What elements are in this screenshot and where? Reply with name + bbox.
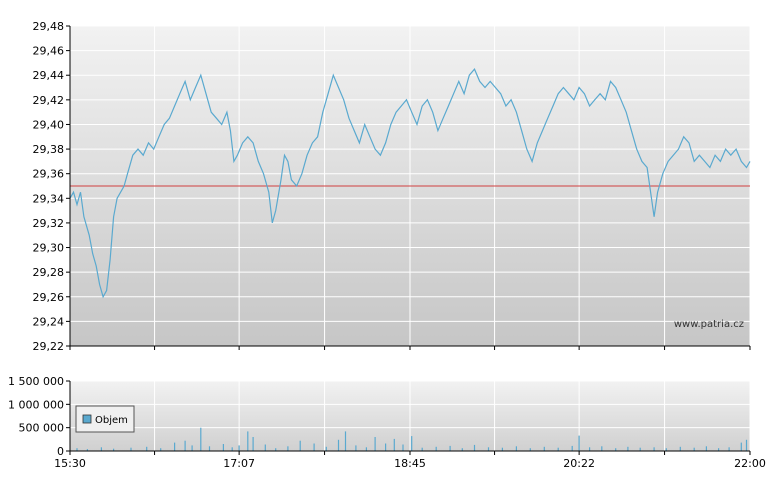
- volume-bar: [238, 445, 240, 451]
- volume-bar: [313, 443, 315, 451]
- volume-bar: [665, 448, 667, 451]
- volume-bar: [374, 437, 376, 451]
- volume-bar: [264, 444, 266, 451]
- volume-bar: [578, 435, 580, 451]
- price-y-tick-label: 29,44: [33, 69, 65, 82]
- volume-bar: [449, 445, 451, 451]
- price-y-tick-label: 29,46: [33, 45, 65, 58]
- volume-bar: [693, 447, 695, 451]
- volume-bar: [160, 448, 162, 451]
- volume-y-tick-label: 500 000: [19, 422, 65, 435]
- volume-bar: [705, 446, 707, 451]
- volume-bar: [393, 438, 395, 451]
- volume-y-tick-label: 1 000 000: [8, 398, 64, 411]
- price-y-tick-label: 29,38: [33, 143, 65, 156]
- price-series-line: [69, 67, 751, 299]
- volume-panel: 1 500 000 1 000 000 500 000 0 15:30 17:07 18:…: [8, 375, 766, 470]
- volume-bar: [299, 440, 301, 451]
- price-y-tick-label: 29,34: [33, 192, 65, 205]
- volume-bar: [745, 439, 748, 451]
- volume-bar: [639, 447, 641, 451]
- legend-swatch: [82, 414, 92, 424]
- volume-bar: [100, 447, 102, 451]
- price-x-ticks: [69, 346, 751, 350]
- volume-x-tick-label: 15:30: [54, 457, 86, 470]
- volume-bar: [543, 446, 545, 451]
- volume-bar: [601, 446, 603, 451]
- volume-x-tick-label: 20:22: [563, 457, 595, 470]
- price-y-tick-label: 29,36: [33, 168, 65, 181]
- volume-bar: [355, 445, 357, 451]
- volume-bar: [200, 427, 202, 451]
- volume-x-tick-label: 17:07: [223, 457, 255, 470]
- volume-bar: [421, 447, 423, 451]
- volume-bar: [208, 446, 211, 451]
- price-y-tick-label: 29,24: [33, 315, 65, 328]
- volume-bar: [653, 447, 655, 451]
- price-y-tick-label: 29,30: [33, 242, 65, 255]
- volume-bar: [461, 448, 463, 451]
- volume-bar: [571, 445, 573, 451]
- volume-y-tick-label: 1 500 000: [8, 375, 64, 388]
- volume-bar: [728, 447, 730, 451]
- price-y-tick-label: 29,26: [33, 291, 65, 304]
- volume-y-tick-label: 0: [57, 445, 64, 458]
- volume-bar: [679, 446, 681, 451]
- volume-bar: [615, 448, 617, 451]
- volume-bar: [473, 444, 476, 451]
- volume-bar: [113, 448, 115, 451]
- volume-bar: [411, 436, 413, 451]
- volume-bar: [557, 447, 559, 451]
- volume-bar: [231, 447, 233, 451]
- volume-bars: [76, 427, 748, 451]
- volume-bar: [337, 439, 340, 451]
- price-y-axis: 29,48 29,46 29,44 29,42 29,40 29,38 29,36 29,34…: [33, 20, 70, 353]
- volume-y-axis: 1 500 000 1 000 000 500 000 0: [8, 375, 70, 458]
- volume-bar: [222, 444, 224, 451]
- price-y-tick-label: 29,22: [33, 340, 65, 353]
- volume-bar: [287, 446, 289, 451]
- volume-bar: [402, 444, 404, 451]
- volume-x-tick-label: 22:00: [734, 457, 766, 470]
- volume-bar: [627, 446, 629, 451]
- volume-bar: [718, 448, 720, 451]
- price-y-tick-label: 29,32: [33, 217, 65, 230]
- volume-bar: [515, 446, 517, 451]
- volume-bar: [325, 446, 327, 451]
- volume-bar: [247, 431, 249, 451]
- volume-legend: Objem: [75, 405, 135, 433]
- volume-bar: [740, 442, 742, 451]
- volume-bar: [191, 445, 193, 451]
- volume-bar: [385, 443, 387, 451]
- volume-bar: [86, 449, 88, 451]
- price-y-tick-label: 29,42: [33, 94, 65, 107]
- volume-bar: [130, 447, 132, 451]
- volume-bar: [589, 447, 591, 451]
- volume-bar: [529, 448, 531, 451]
- price-y-tick-label: 29,48: [33, 20, 65, 33]
- price-panel: 29,48 29,46 29,44 29,42 29,40 29,38 29,36 29,34…: [33, 20, 751, 353]
- volume-bar: [184, 440, 186, 451]
- volume-bar: [344, 431, 347, 451]
- price-y-tick-label: 29,28: [33, 266, 65, 279]
- volume-bar: [146, 446, 148, 451]
- volume-x-tick-label: 18:45: [394, 457, 426, 470]
- volume-bar: [252, 437, 254, 451]
- volume-bar: [487, 447, 490, 451]
- legend-label: Objem: [95, 415, 128, 426]
- volume-bar: [174, 442, 176, 451]
- watermark: www.patria.cz: [674, 319, 744, 330]
- volume-bar: [76, 448, 78, 451]
- price-y-tick-label: 29,40: [33, 118, 65, 131]
- volume-bar: [275, 448, 277, 451]
- volume-bar: [501, 447, 503, 451]
- volume-bar: [365, 447, 367, 451]
- volume-bar: [435, 446, 437, 451]
- volume-x-axis: 15:30 17:07 18:45 20:22 22:00: [54, 451, 766, 470]
